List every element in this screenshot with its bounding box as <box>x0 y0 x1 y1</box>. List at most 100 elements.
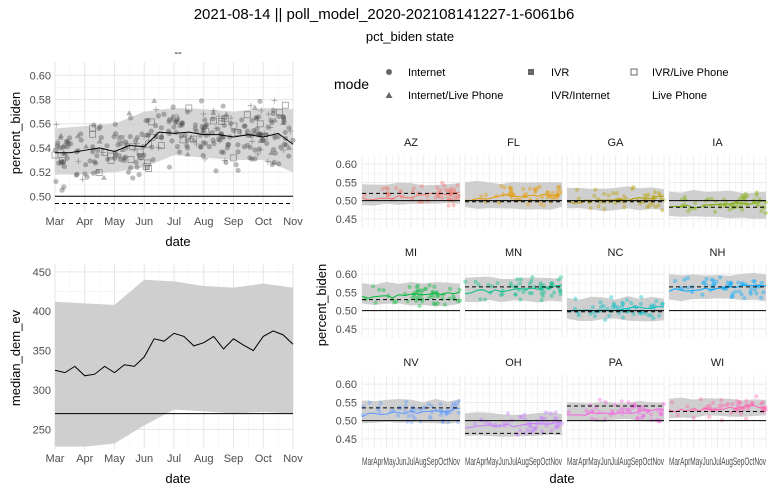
poll-point <box>220 149 227 155</box>
facet-poll-point <box>707 414 712 419</box>
facet-poll-point <box>610 304 615 309</box>
poll-point <box>239 117 245 123</box>
facet-poll-point <box>624 297 630 303</box>
facet-poll-point <box>456 399 461 404</box>
facet-poll-point <box>730 401 735 407</box>
poll-point <box>145 140 152 148</box>
poll-point <box>253 115 260 121</box>
facet-poll-point <box>576 313 581 318</box>
facet-poll-point <box>553 425 559 430</box>
poll-point <box>117 135 125 143</box>
facet-poll-point <box>443 187 448 193</box>
poll-point <box>125 169 132 175</box>
poll-point <box>131 146 138 153</box>
facet-poll-point <box>611 410 616 416</box>
facet-poll-point <box>543 410 549 415</box>
facet-poll-point <box>584 408 589 413</box>
x-tick-label: Apr <box>76 216 93 228</box>
poll-point <box>211 140 217 147</box>
facet-poll-point <box>630 186 635 191</box>
poll-point <box>58 161 65 168</box>
facet-band <box>465 412 562 437</box>
facet-poll-point <box>737 400 742 405</box>
legend-label: IVR/Live Phone <box>652 67 728 79</box>
facet-poll-point <box>572 306 577 312</box>
facet-band <box>362 398 460 424</box>
facet-poll-point <box>435 294 440 299</box>
facet-poll-point <box>554 424 559 429</box>
poll-point <box>280 147 287 154</box>
poll-point <box>150 157 156 163</box>
x-tick-label: Jul <box>167 216 181 228</box>
facet-poll-point <box>714 279 719 284</box>
facet-poll-point <box>599 304 604 309</box>
facet-poll-point <box>533 426 538 431</box>
facet-poll-point <box>650 202 655 207</box>
facet-poll-point <box>554 416 559 421</box>
facet-poll-point <box>727 207 732 212</box>
poll-point <box>74 133 81 139</box>
facet-poll-point <box>509 186 514 192</box>
poll-point <box>145 165 152 172</box>
facet-poll-point <box>558 289 563 294</box>
facet-poll-point <box>540 283 546 288</box>
facet-poll-point <box>499 183 504 189</box>
poll-point <box>83 162 89 168</box>
facet-poll-point <box>446 198 452 203</box>
facet-poll-point <box>619 399 624 404</box>
facet-poll-point <box>518 198 523 203</box>
facet-ia: IA <box>668 137 768 228</box>
facet-trend-line <box>668 200 767 209</box>
poll-point <box>63 139 69 145</box>
y-tick-label: 300 <box>33 385 51 397</box>
facet-poll-point <box>686 209 691 214</box>
poll-point <box>269 119 275 126</box>
facet-poll-point <box>656 419 661 424</box>
facet-strip-label: WI <box>711 357 724 369</box>
x-tick-label: Oct <box>255 453 272 465</box>
facet-poll-point <box>427 414 432 419</box>
poll-point <box>276 113 282 120</box>
poll-point <box>235 142 241 148</box>
facet-fl: FL <box>464 137 563 228</box>
facet-poll-point <box>543 416 548 421</box>
poll-point <box>148 118 155 126</box>
facet-poll-point <box>685 285 690 290</box>
facet-poll-point <box>598 300 603 305</box>
x-tick-label: Apr <box>76 453 93 465</box>
facet-poll-point <box>717 403 722 408</box>
poll-point <box>227 115 234 122</box>
poll-point <box>107 152 115 160</box>
poll-point <box>225 142 232 148</box>
facet-poll-point <box>384 186 389 191</box>
facet-poll-point <box>652 303 657 308</box>
facet-trend-line <box>361 407 461 418</box>
facet-poll-point <box>618 407 624 412</box>
poll-point <box>118 141 124 147</box>
facet-poll-point <box>729 294 734 300</box>
poll-point <box>264 140 270 146</box>
poll-point <box>280 114 286 120</box>
facet-poll-point <box>740 196 745 201</box>
facet-poll-point <box>440 296 445 301</box>
legend-label: IVR/Internet <box>551 90 610 102</box>
facet-poll-point <box>718 275 723 280</box>
facet-poll-point <box>754 394 759 399</box>
poll-point <box>230 122 238 130</box>
facet-poll-point <box>740 281 745 286</box>
facet-poll-point <box>528 428 534 434</box>
facet-poll-point <box>385 186 391 191</box>
facet-poll-point <box>406 413 411 419</box>
facet-poll-point <box>621 301 626 306</box>
poll-point <box>90 170 97 176</box>
x-tick-label: Oct <box>255 216 272 228</box>
poll-point <box>129 143 137 151</box>
facet-poll-point <box>558 275 564 280</box>
facet-poll-point <box>525 427 530 432</box>
poll-point <box>89 144 96 150</box>
facet-poll-point <box>407 284 412 290</box>
facet-poll-point <box>413 295 418 300</box>
facet-y-tick-label: 0.50 <box>336 306 357 318</box>
poll-point <box>87 158 93 164</box>
facet-poll-point <box>737 289 742 294</box>
